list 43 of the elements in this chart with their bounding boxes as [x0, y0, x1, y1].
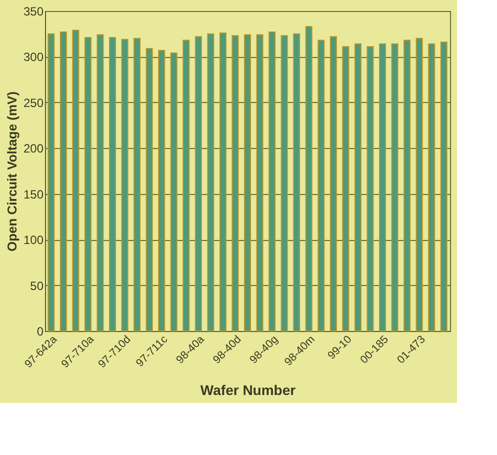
bar — [170, 52, 178, 332]
bar — [158, 50, 166, 332]
bar — [48, 33, 55, 332]
bar — [84, 37, 92, 332]
bar — [219, 32, 226, 332]
bar — [330, 36, 337, 332]
bar — [121, 38, 128, 332]
y-tick-label: 350 — [23, 4, 44, 18]
bar — [146, 48, 153, 332]
bar — [232, 35, 239, 332]
bar — [72, 30, 80, 332]
bar — [428, 43, 436, 332]
bar — [268, 32, 276, 332]
y-axis-title: Open Circuit Voltage (mV) — [4, 91, 20, 252]
bar — [366, 46, 374, 332]
bar — [404, 40, 411, 332]
bar — [134, 38, 141, 332]
bar — [244, 34, 252, 332]
bar — [342, 46, 350, 332]
bar — [60, 32, 67, 332]
bar — [354, 43, 362, 332]
x-axis-title: Wafer Number — [200, 382, 296, 398]
y-tick-label: 250 — [23, 96, 44, 110]
bar — [305, 26, 312, 332]
bar — [207, 33, 214, 332]
y-tick-label: 150 — [23, 187, 44, 202]
y-tick-label: 300 — [23, 50, 44, 64]
bar — [96, 34, 104, 332]
bar — [293, 33, 300, 332]
bar — [108, 37, 116, 332]
y-tick-label: 50 — [30, 278, 44, 293]
y-tick-label: 200 — [23, 142, 44, 156]
bar — [256, 34, 264, 332]
bar — [391, 43, 398, 332]
bar — [280, 35, 288, 332]
bar — [182, 40, 190, 332]
bar — [440, 42, 448, 332]
bar — [194, 36, 202, 332]
y-tick-label: 100 — [23, 233, 44, 248]
y-tick-label: 0 — [36, 324, 44, 338]
bar — [318, 40, 325, 332]
bar — [378, 43, 386, 332]
bar — [416, 38, 423, 332]
